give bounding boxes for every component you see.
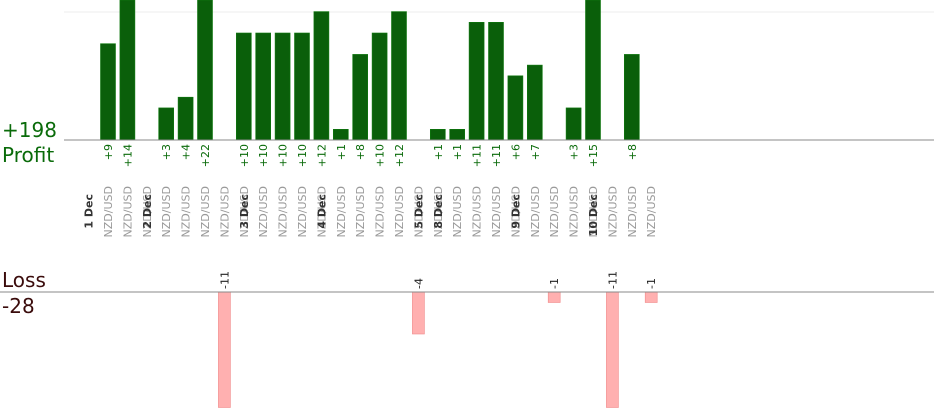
pair-label: NZD/USD: [587, 186, 600, 237]
pair-label: NZD/USD: [568, 186, 581, 237]
pair-label: NZD/USD: [645, 186, 658, 237]
pair-label: NZD/USD: [238, 186, 251, 237]
pair-label: NZD/USD: [490, 186, 503, 237]
profit-data-label: +1: [432, 144, 445, 160]
profit-bar: [391, 11, 407, 141]
profit-bar: [526, 64, 543, 141]
profit-bar: [468, 21, 485, 141]
profit-data-label: +1: [451, 144, 464, 160]
profit-data-label: +11: [471, 144, 484, 167]
profit-data-label: +4: [180, 144, 193, 160]
day-label: 2 Dec: [141, 194, 154, 229]
loss-data-label: -1: [548, 278, 561, 289]
day-label: 8 Dec: [432, 194, 445, 229]
profit-bar: [332, 129, 349, 141]
profit-data-label: +10: [257, 144, 270, 167]
profit-bar: [294, 32, 310, 141]
profit-data-label: +10: [374, 144, 387, 167]
profit-data-label: +8: [354, 144, 367, 160]
pair-label: NZD/USD: [374, 186, 387, 237]
profit-bar: [565, 107, 582, 141]
profit-data-label: +12: [315, 144, 328, 167]
profit-bar: [429, 129, 446, 141]
profit-data-label: +22: [199, 144, 212, 167]
pair-label: NZD/USD: [412, 186, 425, 237]
profit-label: Profit: [2, 143, 55, 167]
pair-label: NZD/USD: [296, 186, 309, 237]
profit-data-label: +12: [393, 144, 406, 167]
profit-data-label: +15: [587, 144, 600, 167]
profit-data-label: +11: [490, 144, 503, 167]
profit-bar: [274, 32, 291, 141]
pair-label: NZD/USD: [121, 186, 134, 237]
profit-data-label: +10: [277, 144, 290, 167]
loss-data-label: -11: [606, 271, 619, 289]
profit-bar: [449, 129, 466, 141]
loss-label: Loss: [2, 268, 46, 292]
profit-bar: [352, 54, 369, 141]
pair-label: NZD/USD: [529, 186, 542, 237]
loss-bar: [606, 291, 619, 408]
profit-data-label: +14: [121, 144, 134, 167]
profit-total: +198: [2, 118, 57, 142]
pair-label: NZD/USD: [102, 186, 115, 237]
pair-label: NZD/USD: [257, 186, 270, 237]
profit-bar: [585, 0, 601, 141]
pair-label: NZD/USD: [626, 186, 639, 237]
loss-data-label: -1: [645, 278, 658, 289]
pair-label: NZD/USD: [548, 186, 561, 237]
profit-data-label: +3: [568, 144, 581, 160]
pair-label: NZD/USD: [160, 186, 173, 237]
profit-data-label: +10: [238, 144, 251, 167]
profit-data-label: +7: [529, 144, 542, 160]
profit-bar: [197, 0, 213, 141]
day-label: 3 Dec: [238, 194, 251, 229]
day-label: 5 Dec: [412, 194, 425, 229]
pair-label: NZD/USD: [199, 186, 212, 237]
profit-bar: [100, 43, 116, 141]
profit-bar: [623, 54, 640, 141]
pair-label: NZD/USD: [471, 186, 484, 237]
loss-bar: [412, 291, 425, 335]
profit-data-label: +8: [626, 144, 639, 160]
day-label: 4 Dec: [315, 194, 328, 229]
profit-bar: [158, 107, 174, 141]
profit-data-label: +9: [102, 144, 115, 160]
profit-data-label: +1: [335, 144, 348, 160]
profit-bar: [177, 96, 194, 141]
loss-data-label: -4: [412, 278, 425, 289]
profit-data-label: +10: [296, 144, 309, 167]
profit-bar: [488, 21, 504, 141]
loss-bar: [218, 291, 231, 408]
day-label: 9 Dec: [509, 194, 522, 229]
profit-bar: [119, 0, 136, 141]
profit-bar: [371, 32, 388, 141]
pair-label: NZD/USD: [606, 186, 619, 237]
pair-label: NZD/USD: [277, 186, 290, 237]
pair-label: NZD/USD: [180, 186, 193, 237]
loss-total: -28: [2, 294, 35, 318]
profit-data-label: +3: [160, 144, 173, 160]
pair-label: NZD/USD: [509, 186, 522, 237]
loss-bar: [644, 291, 658, 303]
pair-label: NZD/USD: [141, 186, 154, 237]
day-label: 1 Dec: [83, 194, 96, 229]
profit-bar: [236, 32, 252, 141]
pair-label: NZD/USD: [432, 186, 445, 237]
pair-label: NZD/USD: [354, 186, 367, 237]
profit-bar: [255, 32, 271, 141]
profit-data-label: +6: [509, 144, 522, 160]
pair-label: NZD/USD: [393, 186, 406, 237]
profit-bar: [507, 75, 524, 141]
pair-label: NZD/USD: [315, 186, 328, 237]
loss-data-label: -11: [218, 271, 231, 289]
day-label: 10 Dec: [587, 194, 600, 236]
profit-bar: [313, 11, 330, 141]
loss-bar: [547, 291, 561, 303]
pair-label: NZD/USD: [451, 186, 464, 237]
pair-label: NZD/USD: [218, 186, 231, 237]
pair-label: NZD/USD: [335, 186, 348, 237]
